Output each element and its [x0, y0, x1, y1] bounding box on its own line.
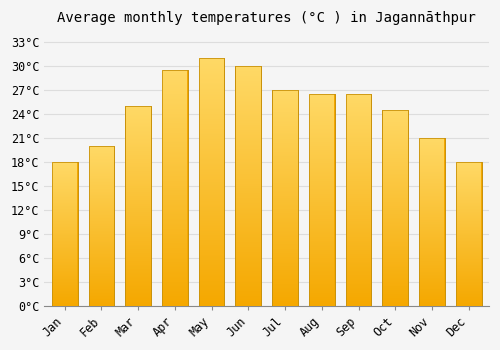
Bar [419, 138, 445, 306]
Bar [198, 58, 224, 306]
Bar [419, 138, 445, 306]
Bar [382, 110, 408, 306]
Bar [346, 94, 372, 306]
Bar [456, 162, 481, 306]
Bar [88, 146, 115, 306]
Bar [272, 90, 298, 306]
Bar [236, 66, 261, 306]
Title: Average monthly temperatures (°C ) in Jagannāthpur: Average monthly temperatures (°C ) in Ja… [58, 11, 476, 25]
Bar [309, 94, 334, 306]
Bar [162, 70, 188, 306]
Bar [382, 110, 408, 306]
Bar [236, 66, 261, 306]
Bar [162, 70, 188, 306]
Bar [126, 106, 151, 306]
Bar [272, 90, 298, 306]
Bar [346, 94, 372, 306]
Bar [88, 146, 115, 306]
Bar [52, 162, 78, 306]
Bar [309, 94, 334, 306]
Bar [52, 162, 78, 306]
Bar [198, 58, 224, 306]
Bar [456, 162, 481, 306]
Bar [126, 106, 151, 306]
